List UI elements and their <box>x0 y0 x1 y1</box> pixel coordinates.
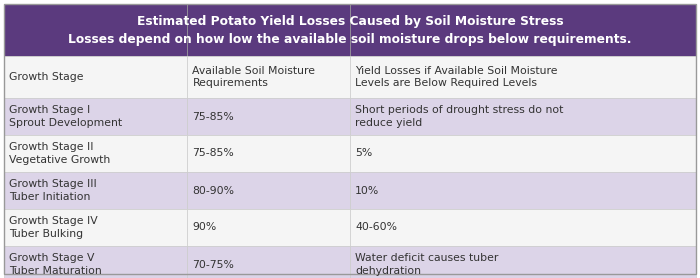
Bar <box>188 4 350 56</box>
Bar <box>188 172 350 209</box>
Text: Water deficit causes tuber
dehydration: Water deficit causes tuber dehydration <box>355 253 498 276</box>
Bar <box>4 135 188 172</box>
Bar <box>350 98 696 135</box>
Text: Growth Stage II
Vegetative Growth: Growth Stage II Vegetative Growth <box>9 142 111 165</box>
Text: Growth Stage IV
Tuber Bulking: Growth Stage IV Tuber Bulking <box>9 216 98 239</box>
Bar <box>350 172 696 209</box>
Bar <box>350 56 696 98</box>
Bar <box>4 246 188 278</box>
Text: 10%: 10% <box>355 185 379 195</box>
Text: 5%: 5% <box>355 148 372 158</box>
Text: 40-60%: 40-60% <box>355 222 397 232</box>
Bar <box>188 135 350 172</box>
Bar <box>4 98 188 135</box>
Text: Growth Stage I
Sprout Development: Growth Stage I Sprout Development <box>9 105 122 128</box>
Bar <box>4 172 188 209</box>
Bar <box>350 246 696 278</box>
Text: 70-75%: 70-75% <box>193 259 235 269</box>
Bar <box>188 246 350 278</box>
Bar <box>188 56 350 98</box>
Text: Yield Losses if Available Soil Moisture
Levels are Below Required Levels: Yield Losses if Available Soil Moisture … <box>355 66 557 88</box>
Bar <box>4 4 188 56</box>
Text: Growth Stage III
Tuber Initiation: Growth Stage III Tuber Initiation <box>9 179 97 202</box>
Bar <box>350 209 696 246</box>
Bar <box>350 4 696 56</box>
Text: Growth Stage: Growth Stage <box>9 72 83 82</box>
Text: Growth Stage V
Tuber Maturation: Growth Stage V Tuber Maturation <box>9 253 101 276</box>
Bar <box>188 98 350 135</box>
Text: Short periods of drought stress do not
reduce yield: Short periods of drought stress do not r… <box>355 105 564 128</box>
Bar <box>188 209 350 246</box>
Text: 80-90%: 80-90% <box>193 185 235 195</box>
Text: 90%: 90% <box>193 222 216 232</box>
Text: Available Soil Moisture
Requirements: Available Soil Moisture Requirements <box>193 66 316 88</box>
Text: 75-85%: 75-85% <box>193 111 234 121</box>
Text: 75-85%: 75-85% <box>193 148 234 158</box>
Bar <box>350 135 696 172</box>
Bar <box>4 209 188 246</box>
Text: Estimated Potato Yield Losses Caused by Soil Moisture Stress
Losses depend on ho: Estimated Potato Yield Losses Caused by … <box>69 14 631 46</box>
Bar <box>4 56 188 98</box>
